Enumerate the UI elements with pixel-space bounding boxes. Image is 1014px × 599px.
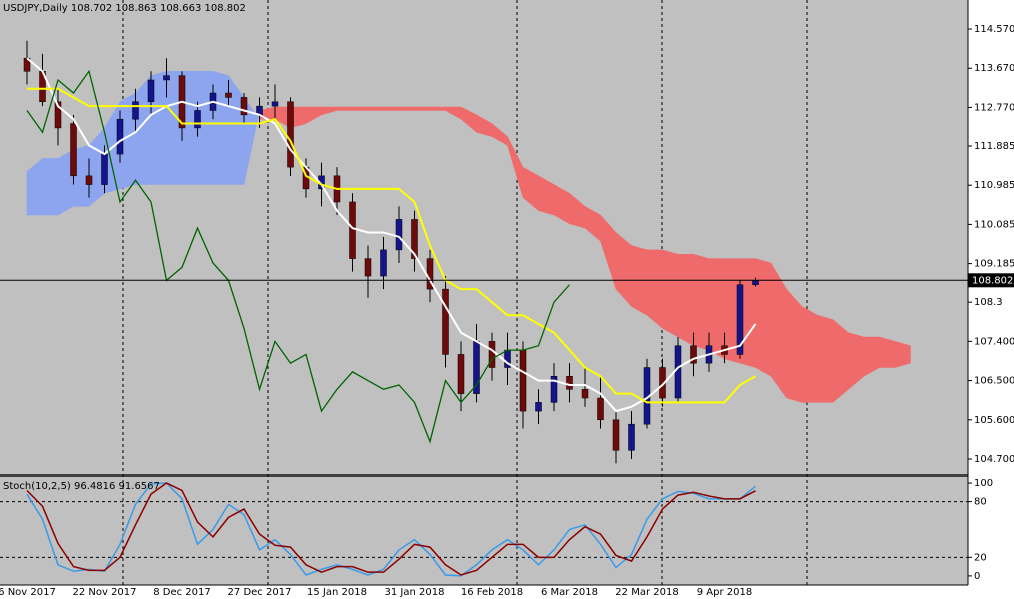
y-tick-label: 104.700 bbox=[974, 454, 1014, 465]
candle-body bbox=[271, 101, 279, 107]
cloud-segment bbox=[817, 314, 834, 403]
candle-body bbox=[411, 219, 418, 259]
last-price-box bbox=[968, 273, 1014, 288]
x-tick-label: 27 Dec 2017 bbox=[228, 587, 292, 598]
x-tick-label: 16 Feb 2018 bbox=[461, 587, 523, 598]
candle-body bbox=[581, 389, 589, 399]
candle-body bbox=[225, 92, 232, 98]
cloud-segment bbox=[212, 70, 229, 185]
candle-body bbox=[364, 258, 372, 277]
y-tick-label: 114.570 bbox=[974, 24, 1014, 35]
stoch-line bbox=[26, 482, 756, 577]
candle-body bbox=[674, 345, 682, 399]
x-tick-label: 22 Nov 2017 bbox=[72, 587, 136, 598]
cloud-segment bbox=[879, 336, 896, 368]
y-tick-label: 112.770 bbox=[974, 102, 1014, 113]
cloud-segment bbox=[42, 158, 59, 216]
candle-body bbox=[380, 249, 387, 277]
cloud-segment bbox=[801, 306, 818, 403]
cloud-segment bbox=[429, 106, 446, 111]
cloud-segment bbox=[367, 106, 384, 111]
y-tick-label: 110.085 bbox=[974, 219, 1014, 230]
time-grid bbox=[122, 0, 808, 585]
candle-body bbox=[519, 349, 527, 412]
candle-body bbox=[550, 375, 558, 403]
candle-body bbox=[612, 419, 620, 451]
cloud-segment bbox=[336, 106, 353, 111]
x-tick-label: 31 Jan 2018 bbox=[385, 587, 445, 598]
pane-separator bbox=[0, 474, 968, 477]
candle-body bbox=[54, 101, 62, 129]
candle-body bbox=[736, 284, 744, 355]
main-pane bbox=[0, 0, 968, 474]
x-tick-label: 15 Jan 2018 bbox=[307, 587, 367, 598]
y-tick-label: 20 bbox=[974, 552, 987, 563]
candle-body bbox=[752, 280, 759, 285]
stoch-title: Stoch(10,2,5) 96.4816 91.6567 bbox=[3, 481, 160, 492]
y-tick-label: 107.400 bbox=[974, 336, 1014, 347]
x-tick-label: 22 Mar 2018 bbox=[615, 587, 678, 598]
last-price-label: 108.802 bbox=[972, 275, 1013, 286]
indicator-line bbox=[27, 87, 756, 404]
x-tick-label: 6 Nov 2017 bbox=[0, 587, 56, 598]
y-tick-label: 111.885 bbox=[974, 141, 1014, 152]
y-tick-label: 109.185 bbox=[974, 259, 1014, 270]
candle-body bbox=[442, 288, 449, 355]
candle-body bbox=[116, 118, 124, 155]
cloud-segment bbox=[693, 253, 710, 351]
chart-title: USDJPY,Daily 108.702 108.863 108.663 108… bbox=[3, 3, 246, 14]
candle-body bbox=[85, 175, 93, 185]
cloud-segment bbox=[398, 106, 415, 111]
candle-body bbox=[628, 423, 635, 451]
cloud-segment bbox=[646, 249, 663, 329]
stoch-pane bbox=[0, 477, 968, 585]
candle-body bbox=[395, 219, 403, 251]
cloud-segment bbox=[755, 258, 772, 377]
candle-body bbox=[147, 79, 155, 103]
candle-body bbox=[488, 341, 496, 368]
candle-body bbox=[240, 97, 248, 116]
candle-body bbox=[194, 110, 201, 129]
y-tick-label: 108.3 bbox=[974, 297, 1003, 308]
indicator-line bbox=[26, 57, 757, 413]
y-tick-label: 80 bbox=[974, 497, 987, 508]
cloud-segment bbox=[786, 288, 803, 403]
y-tick-label: 110.985 bbox=[974, 180, 1014, 191]
candle-body bbox=[349, 201, 356, 259]
y-tick-label: 113.670 bbox=[974, 63, 1014, 74]
x-tick-label: 8 Dec 2017 bbox=[153, 587, 211, 598]
candle-body bbox=[566, 375, 573, 390]
y-tick-label: 106.500 bbox=[974, 376, 1014, 387]
candle-body bbox=[690, 345, 697, 364]
candle-body bbox=[457, 354, 465, 394]
candle-body bbox=[163, 75, 170, 81]
candle-body bbox=[535, 402, 542, 412]
cloud-segment bbox=[414, 106, 431, 111]
cloud-segment bbox=[383, 106, 400, 111]
plot-layer bbox=[0, 40, 968, 577]
cloud-segment bbox=[662, 249, 679, 338]
stoch-line bbox=[26, 482, 756, 576]
candle-body bbox=[70, 123, 77, 177]
y-tick-label: 105.600 bbox=[974, 415, 1014, 426]
cloud-segment bbox=[708, 258, 725, 360]
candle-body bbox=[132, 101, 139, 120]
cloud-segment bbox=[352, 106, 369, 111]
x-tick-label: 6 Mar 2018 bbox=[541, 587, 598, 598]
candle-body bbox=[101, 153, 108, 185]
cloud-segment bbox=[832, 319, 849, 403]
y-tick-label: 100 bbox=[974, 478, 993, 489]
y-tick-label: 0 bbox=[974, 571, 980, 582]
x-tick-label: 9 Apr 2018 bbox=[697, 587, 752, 598]
candle-body bbox=[597, 397, 604, 421]
cloud-segment bbox=[677, 254, 694, 347]
indicator-line bbox=[26, 69, 570, 444]
candle-body bbox=[287, 101, 294, 168]
cloud-segment bbox=[894, 341, 911, 368]
